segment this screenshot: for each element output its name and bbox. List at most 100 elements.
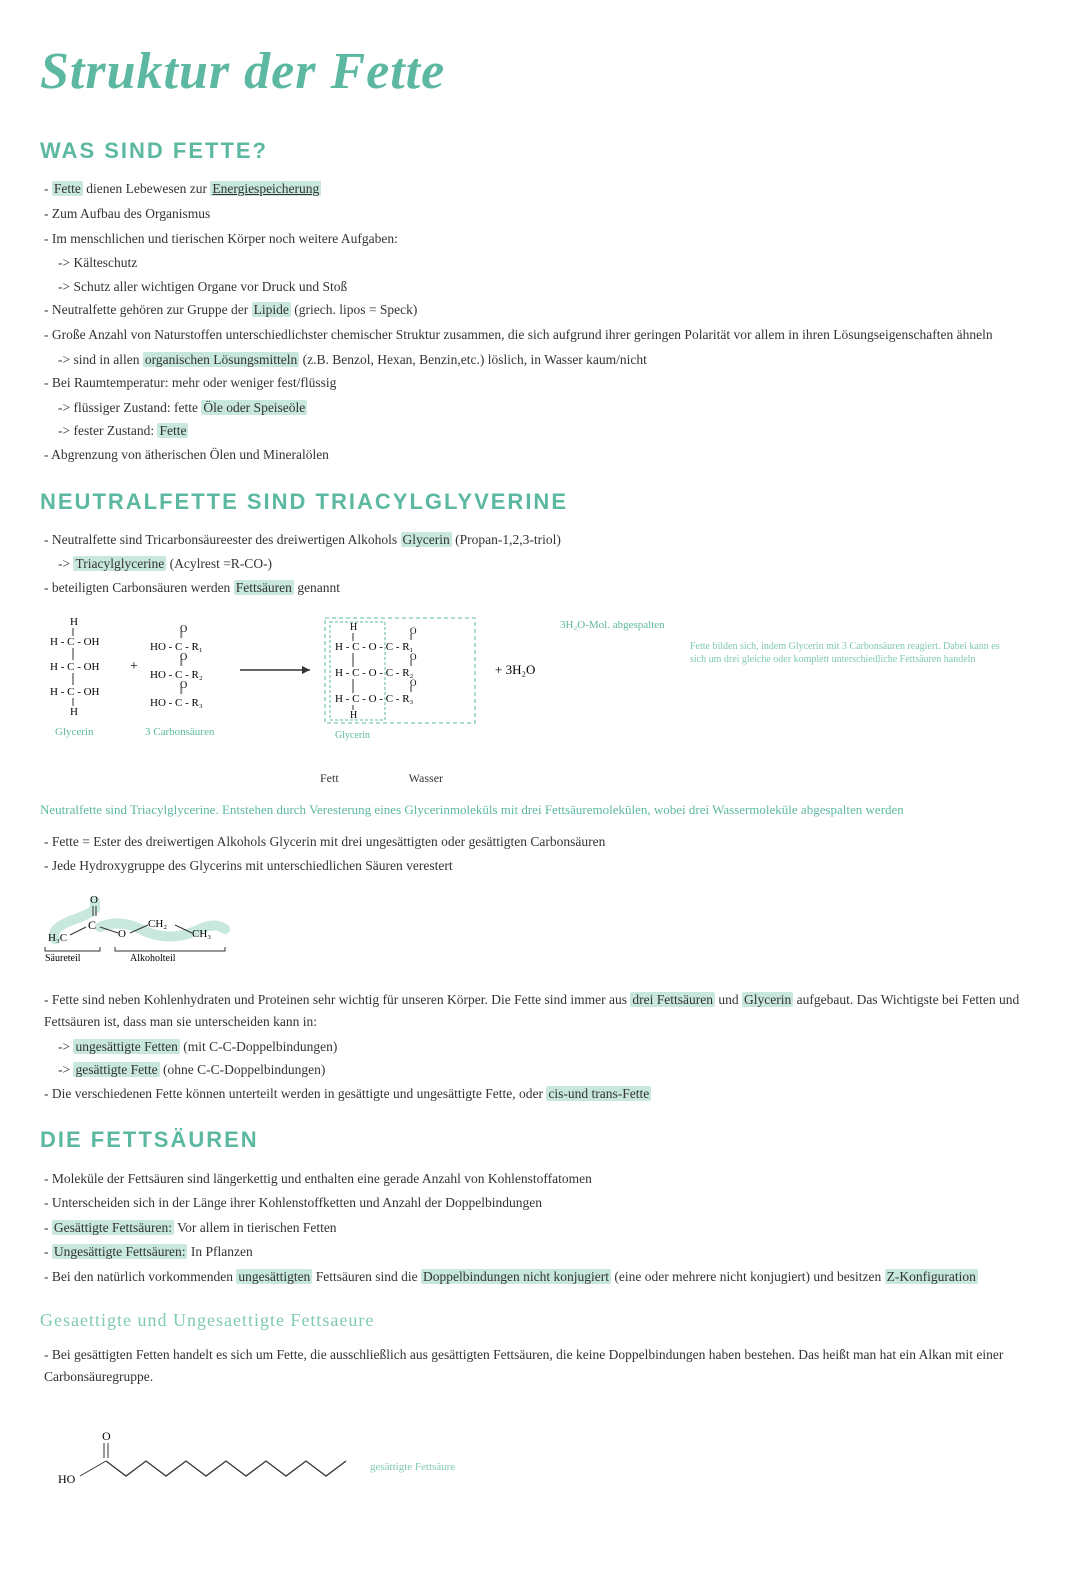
svg-text:CH₃: CH₃ [192,928,211,940]
highlight: Fette [52,181,83,196]
text: In Pflanzen [187,1244,252,1259]
ester-svg: O C H₃C O CH₂ CH₃ Säureteil Alkoholteil [40,889,260,969]
label-wasser: Wasser [409,769,443,788]
sub-item: sind in allen organischen Lösungsmitteln… [40,349,1040,371]
svg-text:‖: ‖ [180,686,183,697]
text: beteiligten Carbonsäuren werden [52,580,234,595]
text: Vor allem in tierischen Fetten [174,1220,337,1235]
label-fett: Fett [320,769,339,788]
highlight: drei Fettsäuren [630,992,715,1007]
highlight: Fettsäuren [234,580,294,595]
highlight: ungesättigten [236,1269,312,1284]
highlight: Lipide [252,302,291,317]
list-item: Fette = Ester des dreiwertigen Alkohols … [44,831,1040,853]
svg-text:Glycerin: Glycerin [55,726,94,738]
list-item: Die verschiedenen Fette können unterteil… [44,1083,1040,1105]
svg-text:+: + [130,659,138,674]
text: (Propan-1,2,3-triol) [452,532,561,547]
list-was-sind-fette: Fette dienen Lebewesen zur Energiespeich… [40,178,1040,249]
list: Bei gesättigten Fetten handelt es sich u… [40,1344,1040,1387]
list-item: Große Anzahl von Naturstoffen unterschie… [44,324,1040,346]
reaction-diagram: H H - C - OH H - C - OH H - C - OH H Gly… [40,610,1040,788]
sub-item: gesättigte Fette (ohne C-C-Doppelbindung… [40,1059,1040,1081]
list: Abgrenzung von ätherischen Ölen und Mine… [40,444,1040,466]
highlight: Glycerin [401,532,452,547]
note-veresterung: Neutralfette sind Triacylglycerine. Ents… [40,800,1040,821]
reaction-side-note: Fette bilden sich, indem Glycerin mit 3 … [690,640,1010,666]
svg-text:O: O [102,1429,111,1443]
list-item: Ungesättigte Fettsäuren: In Pflanzen [44,1241,1040,1263]
text: Die verschiedenen Fette können unterteil… [52,1086,546,1101]
svg-text:H - C - OH: H - C - OH [50,636,100,648]
text: (mit C-C-Doppelbindungen) [180,1039,337,1054]
highlight: Glycerin [742,992,793,1007]
text: Bei den natürlich vorkommenden [52,1269,236,1284]
highlight: ungesättigte Fetten [73,1039,179,1054]
highlight: Fette [157,423,188,438]
highlight: Ungesättigte Fettsäuren: [52,1244,188,1259]
list-item: Gesättigte Fettsäuren: Vor allem in tier… [44,1217,1040,1239]
svg-text:H - C - OH: H - C - OH [50,661,100,673]
text: flüssiger Zustand: fette [73,400,201,415]
text: Neutralfette sind Tricarbonsäureester de… [52,532,401,547]
list-item: beteiligten Carbonsäuren werden Fettsäur… [44,577,1040,599]
highlight: Triacylglycerine [73,556,166,571]
sub-item: Schutz aller wichtigen Organe vor Druck … [40,276,1040,298]
list: Fette sind neben Kohlenhydraten und Prot… [40,989,1040,1032]
sub-item: flüssiger Zustand: fette Öle oder Speise… [40,397,1040,419]
svg-text:CH₂: CH₂ [148,918,167,930]
list-item: Jede Hydroxygruppe des Glycerins mit unt… [44,855,1040,877]
list-item: Unterscheiden sich in der Länge ihrer Ko… [44,1192,1040,1214]
text: (eine oder mehrere nicht konjugiert) und… [611,1269,885,1284]
svg-text:3 Carbonsäuren: 3 Carbonsäuren [145,726,215,738]
highlight: Z-Konfiguration [885,1269,978,1284]
text: fester Zustand: [73,423,157,438]
svg-text:HO - C - R₂: HO - C - R₂ [150,669,203,681]
subheading-gesaettigte: Gesaettigte und Ungesaettigte Fettsaeure [40,1306,1040,1335]
highlight: Doppelbindungen nicht konjugiert [421,1269,611,1284]
svg-text:HO: HO [58,1472,76,1486]
reaction-caption: Fett Wasser [320,769,1040,788]
svg-text:H - C - O - C - R₂: H - C - O - C - R₂ [335,667,414,679]
svg-text:3H₂O-Mol. abgespalten: 3H₂O-Mol. abgespalten [560,619,665,631]
list-item: Bei gesättigten Fetten handelt es sich u… [44,1344,1040,1387]
svg-text:‖: ‖ [180,658,183,669]
sub-item: ungesättigte Fetten (mit C-C-Doppelbindu… [40,1036,1040,1058]
list-neutralfette: Neutralfette sind Tricarbonsäureester de… [40,529,1040,551]
fatty-acid-chain-diagram: O HO gesättigte Fettsäure [40,1428,1040,1506]
svg-text:C: C [88,918,96,932]
svg-text:+ 3H₂O: + 3H₂O [495,662,535,677]
text: genannt [294,580,340,595]
svg-text:‖: ‖ [180,630,183,641]
svg-text:H: H [350,622,357,633]
chain-svg: O HO gesättigte Fettsäure [40,1428,540,1498]
text: und [715,992,742,1007]
highlight: organischen Lösungsmitteln [143,352,299,367]
sub-item: Kälteschutz [40,252,1040,274]
svg-text:H: H [70,706,78,718]
svg-text:HO - C - R₃: HO - C - R₃ [150,697,203,709]
svg-text:H - C - O - C - R₁: H - C - O - C - R₁ [335,641,414,653]
sub-item: Triacylglycerine (Acylrest =R-CO-) [40,553,1040,575]
list-item: Fette dienen Lebewesen zur Energiespeich… [44,178,1040,200]
highlight: cis-und trans-Fette [546,1086,651,1101]
svg-text:Alkoholteil: Alkoholteil [130,953,176,964]
text: Fettsäuren sind die [312,1269,421,1284]
list: Neutralfette gehören zur Gruppe der Lipi… [40,299,1040,345]
text: (griech. lipos = Speck) [291,302,417,317]
text: (ohne C-C-Doppelbindungen) [160,1062,326,1077]
page-title: Struktur der Fette [40,30,1040,113]
list: beteiligten Carbonsäuren werden Fettsäur… [40,577,1040,599]
list-item: Im menschlichen und tierischen Körper no… [44,228,1040,250]
heading-neutralfette: NEUTRALFETTE SIND TRIACYLGLYVERINE [40,484,1040,519]
text: sind in allen [73,352,142,367]
list: Bei Raumtemperatur: mehr oder weniger fe… [40,372,1040,394]
list-item: Moleküle der Fettsäuren sind längerketti… [44,1168,1040,1190]
sub-item: fester Zustand: Fette [40,420,1040,442]
svg-text:H - C - O - C - R₃: H - C - O - C - R₃ [335,693,414,705]
heading-was-sind-fette: WAS SIND FETTE? [40,133,1040,168]
svg-text:Glycerin: Glycerin [335,730,370,741]
list-fettsaeuren: Moleküle der Fettsäuren sind längerketti… [40,1168,1040,1288]
text: Neutralfette gehören zur Gruppe der [52,302,252,317]
highlight: Energiespeicherung [210,181,321,196]
